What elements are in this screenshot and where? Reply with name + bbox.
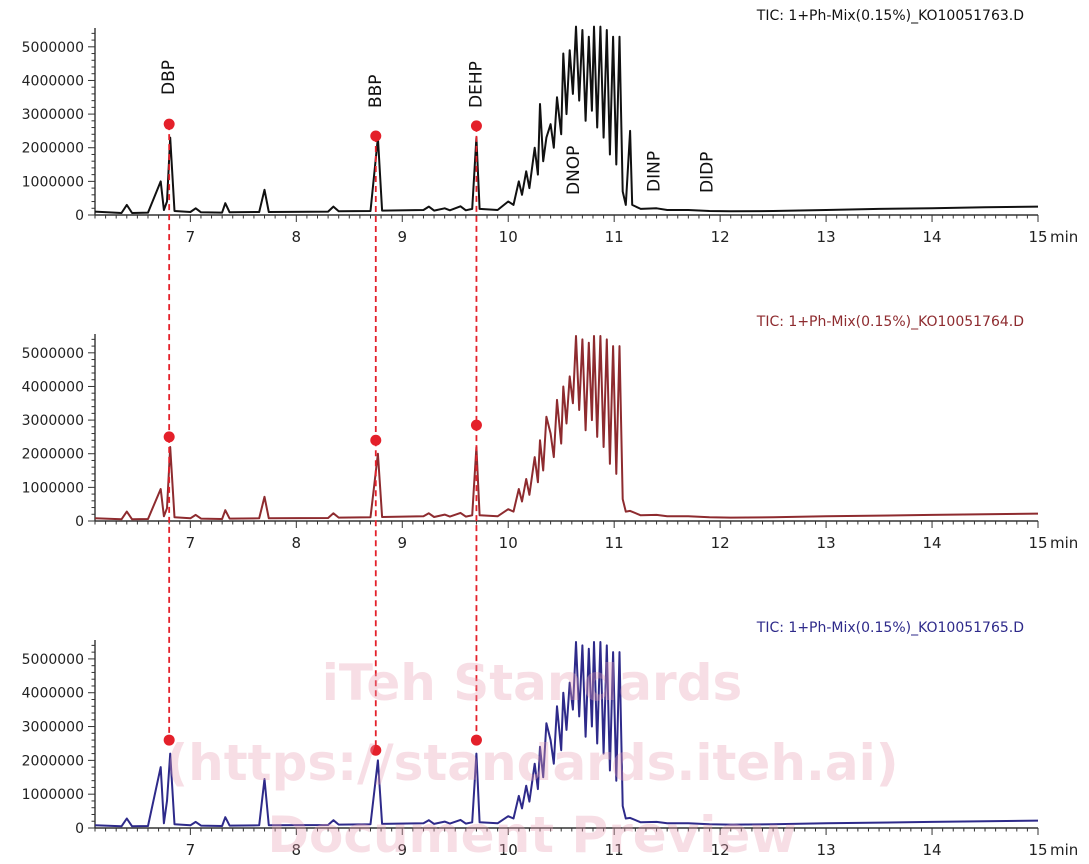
y-tick-label: 2000000 bbox=[22, 753, 84, 769]
y-tick-label: 4000000 bbox=[22, 686, 84, 702]
chromatogram-panel-2: 7 8 9 10 11 12 13 14 15 min 0 1000000 2000000 3000000… bbox=[22, 314, 1079, 552]
x-tick-label: 12 bbox=[711, 534, 730, 552]
x-tick-label: 11 bbox=[605, 534, 624, 552]
x-tick-label: 10 bbox=[499, 534, 518, 552]
watermark-line-2: (https://standards.iteh.ai) bbox=[165, 734, 898, 792]
y-tick-label: 0 bbox=[75, 821, 84, 837]
y-tick-label: 4000000 bbox=[22, 73, 84, 89]
compound-label-bbp: BBP bbox=[366, 74, 386, 108]
y-tick-label: 5000000 bbox=[22, 40, 84, 56]
watermark: iTeh Standards (https://standards.iteh.a… bbox=[165, 654, 898, 864]
y-tick-label: 1000000 bbox=[22, 174, 84, 190]
x-tick-label: 14 bbox=[922, 534, 941, 552]
x-tick-label: 13 bbox=[817, 841, 836, 859]
chromatogram-panels: 7 8 9 10 11 12 13 14 15 min0100000020000003000000… bbox=[22, 8, 1079, 859]
peak-marker-dbp-panel-1 bbox=[163, 118, 175, 130]
x-tick-label: 12 bbox=[711, 228, 730, 246]
x-tick-label: 8 bbox=[292, 534, 302, 552]
x-tick-label: 11 bbox=[605, 841, 624, 859]
compound-label-dbp: DBP bbox=[159, 60, 179, 95]
x-tick-label: 12 bbox=[711, 841, 730, 859]
x-tick-label: 9 bbox=[397, 228, 407, 246]
trace-line bbox=[94, 25, 1039, 214]
chromatogram-panel-3: 7 8 9 10 11 12 13 14 15 min 0 1000000 2000000 3000000… bbox=[22, 620, 1079, 859]
y-tick-label: 1000000 bbox=[22, 787, 84, 803]
x-tick-label: 8 bbox=[292, 228, 302, 246]
x-unit-label: min bbox=[1050, 841, 1078, 859]
x-tick-label: 7 bbox=[186, 841, 196, 859]
x-tick-label: 15 bbox=[1028, 534, 1047, 552]
y-tick-label: 0 bbox=[75, 208, 84, 224]
x-tick-label: 7 bbox=[186, 228, 196, 246]
compound-label-dehp: DEHP bbox=[466, 61, 486, 108]
y-tick-label: 3000000 bbox=[22, 720, 84, 736]
y-tick-label: 2000000 bbox=[22, 141, 84, 157]
y-tick-label: 4000000 bbox=[22, 379, 84, 395]
peak-marker-bbp-panel-3 bbox=[370, 744, 382, 756]
x-tick-label: 7 bbox=[186, 534, 196, 552]
x-tick-label: 9 bbox=[397, 841, 407, 859]
peak-marker-layer bbox=[163, 118, 482, 756]
y-tick-label: 1000000 bbox=[22, 480, 84, 496]
x-tick-label: 13 bbox=[817, 534, 836, 552]
x-tick-label: 10 bbox=[499, 841, 518, 859]
watermark-line-3: Document Preview bbox=[267, 806, 796, 864]
peak-marker-dbp-panel-2 bbox=[163, 431, 175, 443]
y-tick-label: 5000000 bbox=[22, 652, 84, 668]
trace-title: TIC: 1+Ph-Mix(0.15%)_KO10051764.D bbox=[756, 314, 1024, 330]
compound-label-dinp: DINP bbox=[644, 151, 664, 192]
y-tick-label: 3000000 bbox=[22, 413, 84, 429]
trace-title: TIC: 1+Ph-Mix(0.15%)_KO10051765.D bbox=[756, 620, 1024, 636]
x-tick-label: 10 bbox=[499, 228, 518, 246]
x-tick-label: 11 bbox=[605, 228, 624, 246]
x-tick-label: 8 bbox=[292, 841, 302, 859]
x-tick-label: 15 bbox=[1028, 841, 1047, 859]
compound-label-dnop: DNOP bbox=[564, 146, 584, 195]
y-tick-label: 5000000 bbox=[22, 346, 84, 362]
x-tick-label: 14 bbox=[922, 228, 941, 246]
peak-marker-dehp-panel-3 bbox=[470, 734, 482, 746]
peak-marker-dehp-panel-1 bbox=[470, 120, 482, 132]
y-tick-label: 2000000 bbox=[22, 447, 84, 463]
x-unit-label: min bbox=[1050, 534, 1078, 552]
peak-marker-dbp-panel-3 bbox=[163, 734, 175, 746]
trace-line bbox=[94, 641, 1039, 828]
compound-label-didp: DIDP bbox=[697, 152, 717, 193]
trace-line bbox=[94, 335, 1039, 521]
x-tick-label: 15 bbox=[1028, 228, 1047, 246]
peak-marker-dehp-panel-2 bbox=[470, 419, 482, 431]
y-tick-label: 0 bbox=[75, 514, 84, 530]
peak-marker-bbp-panel-1 bbox=[370, 130, 382, 142]
peak-marker-bbp-panel-2 bbox=[370, 434, 382, 446]
watermark-line-1: iTeh Standards bbox=[322, 654, 743, 712]
y-tick-label: 3000000 bbox=[22, 107, 84, 123]
chromatogram-panel-1: 7 8 9 10 11 12 13 14 15 min 0 1000000 2000000 3000000… bbox=[22, 8, 1079, 246]
x-unit-label: min bbox=[1050, 228, 1078, 246]
x-tick-label: 14 bbox=[922, 841, 941, 859]
x-tick-label: 13 bbox=[817, 228, 836, 246]
x-tick-label: 9 bbox=[397, 534, 407, 552]
trace-title: TIC: 1+Ph-Mix(0.15%)_KO10051763.D bbox=[756, 8, 1024, 24]
